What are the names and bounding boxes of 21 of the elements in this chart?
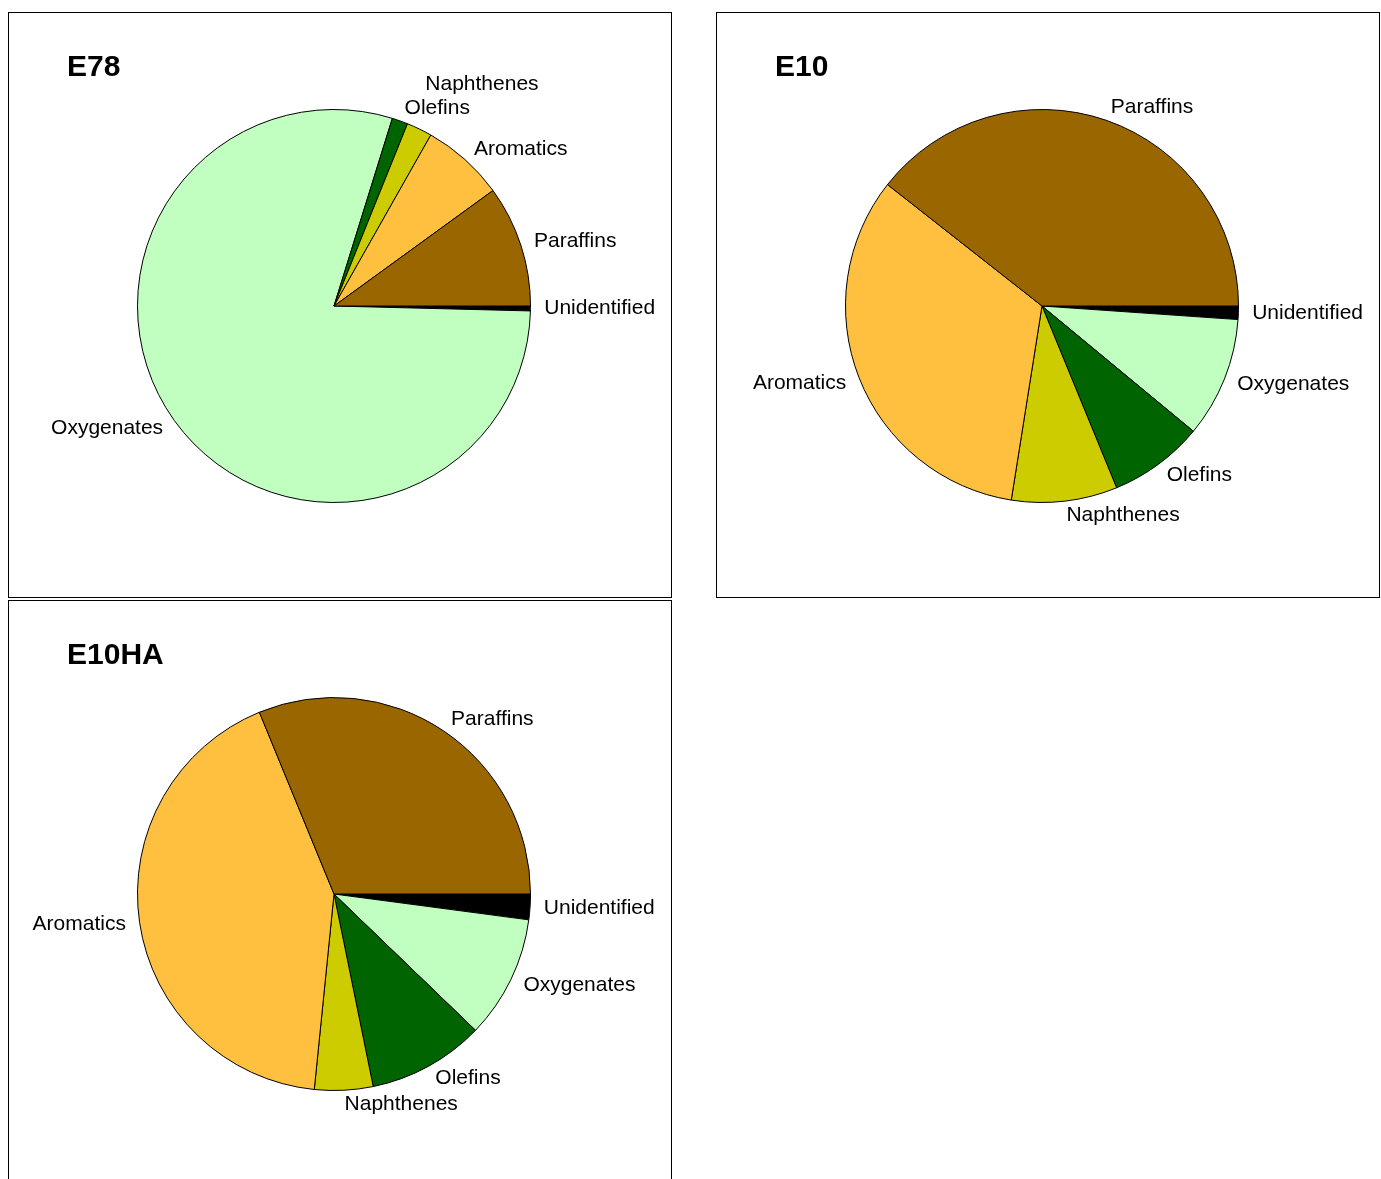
slice-label: Oxygenates: [51, 415, 164, 439]
slice-label: Aromatics: [752, 369, 847, 393]
slice-label: Unidentified: [1252, 300, 1364, 324]
slice-label: Paraffins: [533, 227, 617, 251]
slice-label: Naphthenes: [344, 1090, 458, 1114]
slice-label: Olefins: [1166, 462, 1233, 486]
slice-label: Aromatics: [474, 135, 568, 159]
chart-title: E10: [775, 49, 829, 83]
slice-label: Oxygenates: [523, 972, 636, 996]
slice-label: Unidentified: [544, 295, 656, 319]
slice-label: Unidentified: [543, 894, 655, 918]
slice-label: Paraffins: [451, 706, 534, 730]
slice-label: Paraffins: [1110, 94, 1194, 118]
slice-label: Aromatics: [32, 911, 126, 935]
slice-label: Naphthenes: [1066, 501, 1180, 525]
chart-title: E78: [67, 49, 121, 83]
slice-label: Naphthenes: [425, 70, 539, 94]
slice-label: Olefins: [435, 1065, 501, 1089]
chart-title: E10HA: [67, 637, 164, 671]
slice-label: Oxygenates: [1237, 370, 1350, 394]
slice-label: Olefins: [404, 94, 470, 118]
